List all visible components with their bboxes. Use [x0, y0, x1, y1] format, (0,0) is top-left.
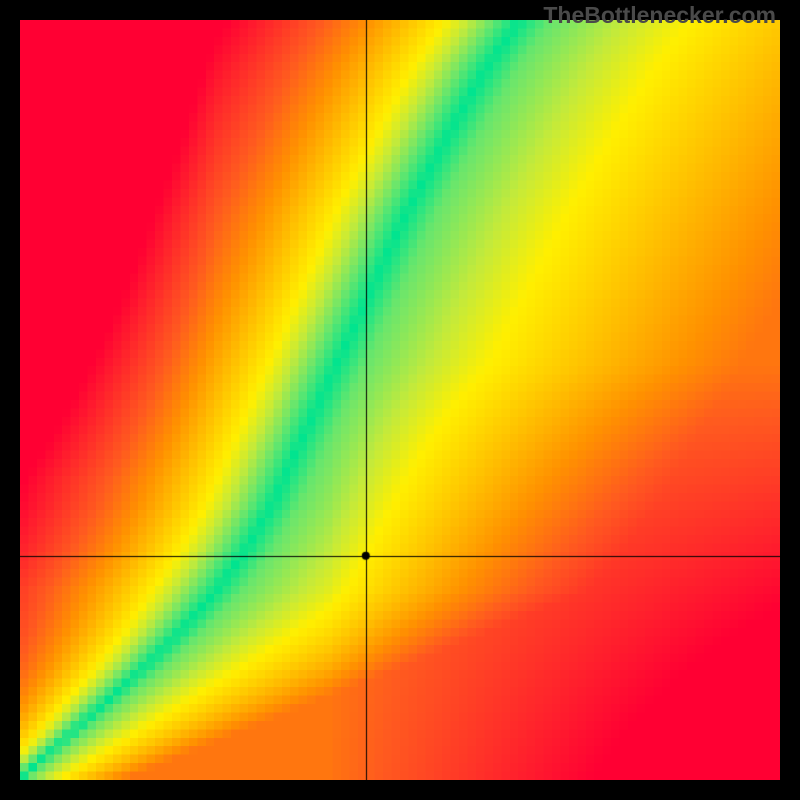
chart-container: TheBottlenecker.com [0, 0, 800, 800]
watermark-text: TheBottlenecker.com [543, 2, 776, 29]
bottleneck-heatmap [20, 20, 780, 780]
